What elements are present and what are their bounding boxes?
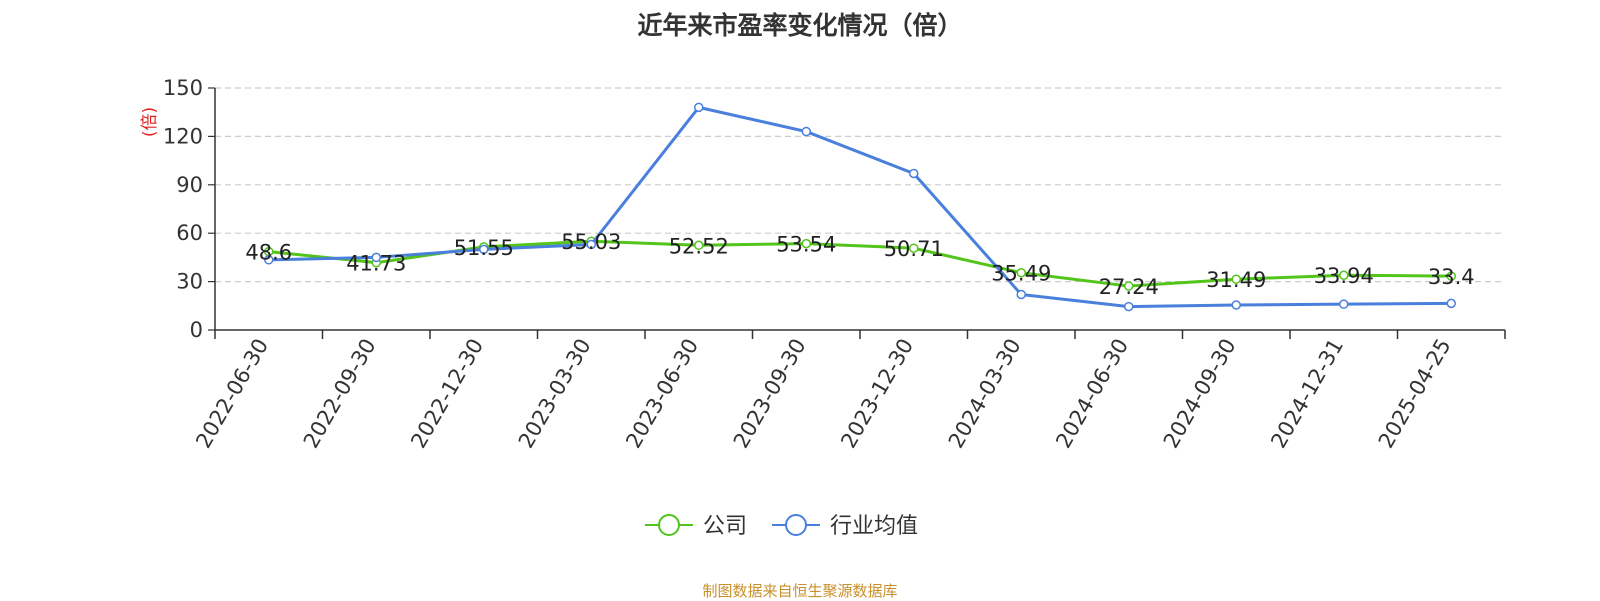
data-point[interactable] (1446, 271, 1456, 281)
legend: 公司 行业均值 (645, 514, 918, 539)
x-tick-label: 2025-04-25 (1374, 335, 1456, 453)
data-label: 50.71 (884, 237, 944, 261)
x-tick-label: 2024-06-30 (1051, 335, 1133, 453)
data-point[interactable] (1339, 270, 1349, 280)
data-point[interactable] (371, 252, 381, 263)
y-axis-label: (倍) (140, 107, 160, 137)
grid-lines (208, 87, 1505, 331)
axes (214, 88, 1506, 339)
legend-label: 公司 (703, 514, 747, 539)
data-point[interactable] (801, 126, 811, 137)
series-line-1 (268, 105, 1452, 309)
data-point[interactable] (1124, 281, 1134, 291)
y-tick-label: 120 (163, 124, 203, 148)
data-point[interactable] (909, 168, 919, 179)
x-tick-labels: 2022-06-30 2022-09-30 2022-12-30 2023-03-30… (191, 335, 1455, 453)
data-label: 31.49 (1206, 268, 1266, 292)
data-labels: 48.6 41.73 51.55 55.03 52.52 53.54 50.71 35.49 2… (245, 230, 1474, 299)
y-tick-label: 60 (176, 221, 203, 245)
y-tick-label: 150 (163, 76, 203, 100)
x-tick-label: 2022-06-30 (191, 335, 273, 453)
x-tick-label: 2024-03-30 (944, 335, 1026, 453)
data-point[interactable] (801, 238, 811, 249)
x-tick-label: 2022-12-30 (406, 335, 488, 453)
data-point[interactable] (1231, 274, 1241, 284)
data-label: 27.24 (1099, 275, 1159, 299)
series-lines (264, 102, 1456, 312)
y-tick-label: 0 (190, 318, 203, 342)
legend-label: 行业均值 (830, 514, 918, 539)
data-point[interactable] (1016, 267, 1026, 278)
legend-item-1[interactable]: 行业均值 (772, 514, 918, 539)
data-label: 48.6 (245, 241, 292, 265)
x-tick-label: 2023-03-30 (514, 335, 596, 453)
legend-item-0[interactable]: 公司 (645, 514, 747, 539)
y-tick-labels: 0 30 60 90 120 150 (163, 76, 203, 342)
x-tick-label: 2022-09-30 (299, 335, 381, 453)
x-tick-label: 2023-06-30 (621, 335, 703, 453)
data-point[interactable] (479, 244, 489, 255)
data-point[interactable] (1339, 299, 1349, 309)
data-point[interactable] (694, 102, 704, 113)
x-tick-label: 2024-09-30 (1159, 335, 1241, 453)
x-tick-label: 2024-12-31 (1266, 335, 1348, 453)
data-label: 52.52 (669, 234, 729, 258)
data-label: 51.55 (454, 236, 514, 260)
data-label: 53.54 (776, 233, 836, 257)
legend-marker (785, 514, 807, 536)
source-note: 制图数据来自恒生聚源数据库 (702, 582, 898, 600)
data-point[interactable] (694, 240, 704, 251)
data-label: 41.73 (346, 252, 406, 276)
data-point[interactable] (586, 239, 596, 250)
y-tick-label: 30 (176, 270, 203, 294)
x-tick-label: 2023-12-30 (836, 335, 918, 453)
data-point[interactable] (1124, 301, 1134, 312)
chart-title: 近年来市盈率变化情况（倍） (637, 11, 963, 40)
data-label: 35.49 (991, 262, 1051, 286)
data-point[interactable] (1016, 289, 1026, 300)
data-label: 55.03 (561, 230, 621, 254)
data-point[interactable] (264, 255, 274, 265)
legend-marker (658, 514, 680, 536)
series-line-0 (268, 239, 1452, 288)
x-tick-label: 2023-09-30 (729, 335, 811, 453)
data-label: 33.4 (1428, 265, 1475, 289)
data-point[interactable] (1231, 300, 1241, 310)
data-label: 33.94 (1314, 264, 1374, 288)
data-point[interactable] (909, 243, 919, 253)
data-point[interactable] (1446, 298, 1456, 309)
y-tick-label: 90 (176, 173, 203, 197)
